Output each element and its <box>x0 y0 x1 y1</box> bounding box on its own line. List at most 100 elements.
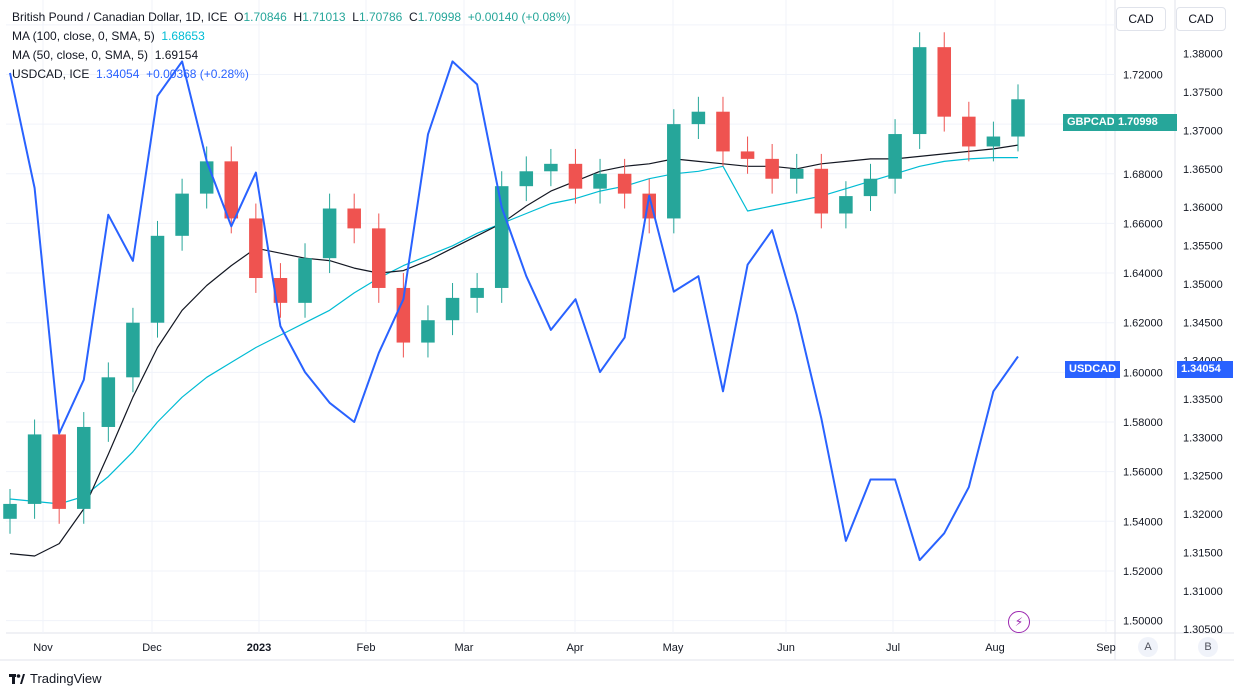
right-axis-tick-label: 1.33000 <box>1183 432 1223 444</box>
right-axis-tick-label: 1.38000 <box>1183 49 1223 61</box>
legend-main-row[interactable]: British Pound / Canadian Dollar, 1D, ICE… <box>12 8 571 27</box>
low-value: 1.70786 <box>358 10 403 24</box>
open-label: O <box>234 10 244 24</box>
currency-button-right-axis[interactable]: CAD <box>1176 7 1226 31</box>
overlay-label: USDCAD, ICE <box>12 67 90 81</box>
candle-body <box>937 47 952 117</box>
x-axis-tick-label: Jun <box>777 642 795 654</box>
x-axis-tick-label: May <box>663 642 684 654</box>
chart-legend: British Pound / Canadian Dollar, 1D, ICE… <box>12 8 571 84</box>
candle-body <box>593 173 607 189</box>
ma50-value: 1.69154 <box>154 48 199 62</box>
low-label: L <box>352 10 359 24</box>
candle-body <box>888 134 902 179</box>
legend-ma50-row[interactable]: MA (50, close, 0, SMA, 5) 1.69154 <box>12 46 571 65</box>
candle-body <box>494 186 509 288</box>
legend-overlay-row[interactable]: USDCAD, ICE 1.34054 +0.00368 (+0.28%) <box>12 65 571 84</box>
candle-body <box>101 377 116 427</box>
x-axis-tick-label: Sep <box>1096 642 1116 654</box>
candle-body <box>716 111 730 152</box>
axes-layer: 1.740001.720001.700001.680001.660001.640… <box>33 10 1223 654</box>
right-axis-tick-label: 1.37500 <box>1183 87 1223 99</box>
candle-body <box>249 218 263 279</box>
change-value: +0.00140 (+0.08%) <box>467 10 571 24</box>
left-axis-tick-label: 1.64000 <box>1123 268 1163 280</box>
usdcad-layer <box>9 60 1019 562</box>
x-axis-tick-label: Jul <box>886 642 900 654</box>
x-axis-tick-label: Mar <box>455 642 474 654</box>
symbol-title: British Pound / Canadian Dollar, 1D, ICE <box>12 10 228 24</box>
left-axis-tick-label: 1.56000 <box>1123 467 1163 479</box>
right-axis-tick-label: 1.31500 <box>1183 547 1223 559</box>
candle-body <box>175 193 189 236</box>
x-axis-tick-label: Feb <box>357 642 376 654</box>
right-axis-tick-label: 1.33500 <box>1183 394 1223 406</box>
x-axis-tick-label: 2023 <box>247 642 271 654</box>
scale-b-button[interactable]: B <box>1198 637 1218 657</box>
usdcad-name-tag: USDCAD <box>1065 361 1121 378</box>
right-axis-tick-label: 1.37000 <box>1183 125 1223 137</box>
candle-body <box>912 47 927 135</box>
candle-body <box>568 163 583 189</box>
candle-body <box>347 208 361 229</box>
right-axis-tick-label: 1.35000 <box>1183 279 1223 291</box>
open-value: 1.70846 <box>243 10 287 24</box>
candle-body <box>667 124 681 219</box>
x-axis-tick-label: Dec <box>142 642 162 654</box>
high-label: H <box>293 10 303 24</box>
right-axis-tick-label: 1.34500 <box>1183 317 1223 329</box>
ma100-label: MA (100, close, 0, SMA, 5) <box>12 29 155 43</box>
event-lightning-icon[interactable]: ⚡ <box>1008 611 1030 633</box>
left-axis-tick-label: 1.54000 <box>1123 516 1163 528</box>
candle-body <box>126 322 140 378</box>
left-axis-tick-label: 1.68000 <box>1123 169 1163 181</box>
right-axis-tick-label: 1.30500 <box>1183 624 1223 636</box>
left-axis-tick-label: 1.52000 <box>1123 566 1163 578</box>
legend-ma100-row[interactable]: MA (100, close, 0, SMA, 5) 1.68653 <box>12 27 571 46</box>
candle-body <box>273 278 288 303</box>
left-axis-tick-label: 1.62000 <box>1123 318 1163 330</box>
ma100-value: 1.68653 <box>161 29 205 43</box>
x-axis-tick-label: Apr <box>566 642 583 654</box>
candles-layer <box>3 32 1025 534</box>
candle-body <box>962 116 976 147</box>
right-axis-tick-label: 1.31000 <box>1183 586 1223 598</box>
left-axis-tick-label: 1.58000 <box>1123 417 1163 429</box>
left-axis-tick-label: 1.72000 <box>1123 69 1163 81</box>
candle-body <box>298 258 312 303</box>
close-value: 1.70998 <box>417 10 462 24</box>
left-axis-tick-label: 1.60000 <box>1123 367 1163 379</box>
scale-a-button[interactable]: A <box>1138 637 1158 657</box>
candle-body <box>1011 99 1025 137</box>
candle-body <box>986 136 1001 147</box>
candle-body <box>519 171 534 187</box>
x-axis-tick-label: Nov <box>33 642 53 654</box>
ma100-layer <box>9 157 1018 505</box>
candle-body <box>839 196 853 214</box>
right-axis-tick-label: 1.35500 <box>1183 241 1223 253</box>
candle-body <box>224 161 239 219</box>
right-axis-tick-label: 1.32500 <box>1183 471 1223 483</box>
candle-body <box>470 287 484 298</box>
ma50-layer <box>9 144 1019 557</box>
tradingview-logo[interactable]: TradingView <box>9 671 102 686</box>
gbpcad-price-tag: 1.70998 <box>1114 114 1177 131</box>
currency-button-left-axis[interactable]: CAD <box>1116 7 1166 31</box>
tradingview-wordmark: TradingView <box>30 671 102 686</box>
candle-body <box>3 503 17 519</box>
close-label: C <box>409 10 418 24</box>
candle-body <box>765 158 779 179</box>
candle-body <box>421 320 435 343</box>
ma50-line <box>9 144 1019 557</box>
gbpcad-name-tag: GBPCAD <box>1063 114 1119 131</box>
ma50-label: MA (50, close, 0, SMA, 5) <box>12 48 149 62</box>
candle-body <box>372 228 386 288</box>
candle-body <box>322 208 337 259</box>
overlay-value: 1.34054 <box>96 67 140 81</box>
candle-body <box>199 161 214 194</box>
candle-body <box>740 151 755 159</box>
candle-body <box>863 178 878 197</box>
candle-body <box>789 168 804 179</box>
candle-body <box>617 173 632 194</box>
